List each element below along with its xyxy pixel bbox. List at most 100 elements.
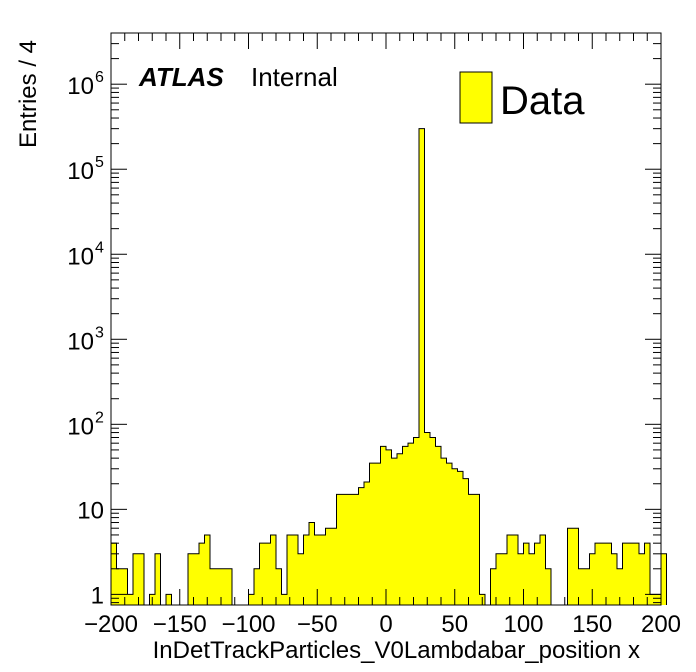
histogram-bar xyxy=(578,568,584,605)
histogram-bar xyxy=(303,534,309,605)
y-tick-label-exponent: 3 xyxy=(95,324,104,341)
histogram-bar xyxy=(133,553,139,605)
histogram-bar xyxy=(402,446,408,605)
histogram-bar xyxy=(468,494,474,605)
x-tick-label: −100 xyxy=(221,611,275,638)
histogram-bar xyxy=(661,553,667,605)
histogram-bar xyxy=(314,534,320,605)
y-axis-title: Entries / 4 xyxy=(15,40,42,148)
histogram-bar xyxy=(529,553,535,605)
histogram-bar xyxy=(622,543,628,605)
y-tick-label-exponent: 2 xyxy=(95,409,104,426)
legend-label-data: Data xyxy=(500,79,585,123)
histogram-bar xyxy=(116,568,122,605)
histogram-bar xyxy=(606,543,612,605)
histogram-bar xyxy=(226,568,232,605)
histogram-bar xyxy=(259,543,265,605)
histogram-bar xyxy=(463,478,469,605)
histogram-bar xyxy=(292,534,298,605)
histogram-bar xyxy=(501,553,507,605)
histogram-bar xyxy=(457,471,463,605)
histogram-bar xyxy=(342,494,348,605)
y-tick-label-exponent: 6 xyxy=(95,69,104,86)
histogram-bar xyxy=(336,494,342,605)
histogram-outline xyxy=(110,128,667,606)
histogram-bar xyxy=(452,468,458,605)
y-tick-label: 10 xyxy=(67,243,94,270)
histogram-bar xyxy=(386,449,392,605)
y-tick-label: 1 xyxy=(91,582,104,609)
histogram-bar xyxy=(155,553,161,605)
histogram-bar xyxy=(496,553,502,605)
x-tick-label: 100 xyxy=(503,611,543,638)
x-axis-ticks xyxy=(110,33,662,605)
histogram-bar xyxy=(298,553,304,605)
histogram-bar xyxy=(391,458,397,605)
histogram-bar xyxy=(138,553,144,605)
histogram-bar xyxy=(584,568,590,605)
histogram-bar xyxy=(534,543,540,605)
histogram-bar xyxy=(408,443,414,605)
histogram-bar xyxy=(188,553,194,605)
histogram-bar xyxy=(435,446,441,605)
histogram-bar xyxy=(523,543,529,605)
histogram-bar xyxy=(254,568,260,605)
histogram-bar xyxy=(331,528,337,605)
histogram-bar xyxy=(265,543,271,605)
histogram-bar xyxy=(215,568,221,605)
histogram-bar xyxy=(600,543,606,605)
histogram-bar xyxy=(490,568,496,605)
histogram-bar xyxy=(567,528,573,605)
histogram-bar xyxy=(369,463,375,605)
histogram-bar xyxy=(248,594,254,605)
histogram-bar xyxy=(221,568,227,605)
x-axis-tick-labels: −200 −150 −100 −50 0 50 100 150 200 xyxy=(84,611,681,638)
x-tick-label: −50 xyxy=(297,611,338,638)
histogram-bar xyxy=(644,543,650,605)
histogram-bar xyxy=(589,553,595,605)
histogram-bar xyxy=(193,553,199,605)
x-tick-label: 0 xyxy=(379,611,392,638)
y-tick-label: 10 xyxy=(67,73,94,100)
histogram-bar xyxy=(573,528,579,605)
atlas-label: ATLAS xyxy=(138,62,224,92)
histogram-bar xyxy=(276,568,282,605)
histogram-bar xyxy=(617,568,623,605)
histogram-bar xyxy=(639,553,645,605)
histogram-bar xyxy=(210,568,216,605)
histogram-bar xyxy=(122,568,128,605)
histogram-bar xyxy=(287,534,293,605)
x-tick-label: 200 xyxy=(641,611,681,638)
histogram-bar xyxy=(424,432,430,605)
histogram-bar xyxy=(380,446,386,605)
histogram-bar xyxy=(347,494,353,605)
x-tick-label: −200 xyxy=(84,611,138,638)
y-tick-label: 10 xyxy=(67,158,94,185)
histogram-bar xyxy=(633,543,639,605)
histogram-bar xyxy=(441,458,447,605)
histogram-bar xyxy=(353,494,359,605)
legend-swatch xyxy=(459,71,493,124)
histogram-bar xyxy=(166,594,172,605)
histogram-bar xyxy=(111,543,117,605)
y-tick-label: 10 xyxy=(67,328,94,355)
histogram-bar xyxy=(507,534,513,605)
y-tick-label: 10 xyxy=(77,497,104,524)
histogram-bar xyxy=(397,453,403,605)
y-tick-label-exponent: 4 xyxy=(95,239,104,256)
histogram-bar xyxy=(320,534,326,605)
x-tick-label: 50 xyxy=(441,611,468,638)
histogram-bar xyxy=(595,543,601,605)
histogram-bar xyxy=(655,594,661,605)
histogram-bar xyxy=(419,128,425,605)
histogram-bar xyxy=(204,534,210,605)
histogram-bar xyxy=(127,594,133,605)
histogram-bar xyxy=(474,494,480,605)
histogram-bar xyxy=(358,487,364,605)
histogram-bar xyxy=(512,534,518,605)
y-tick-label-exponent: 5 xyxy=(95,154,104,171)
histogram-bar xyxy=(375,463,381,605)
histogram-bar xyxy=(540,534,546,605)
histogram-bar xyxy=(413,437,419,605)
